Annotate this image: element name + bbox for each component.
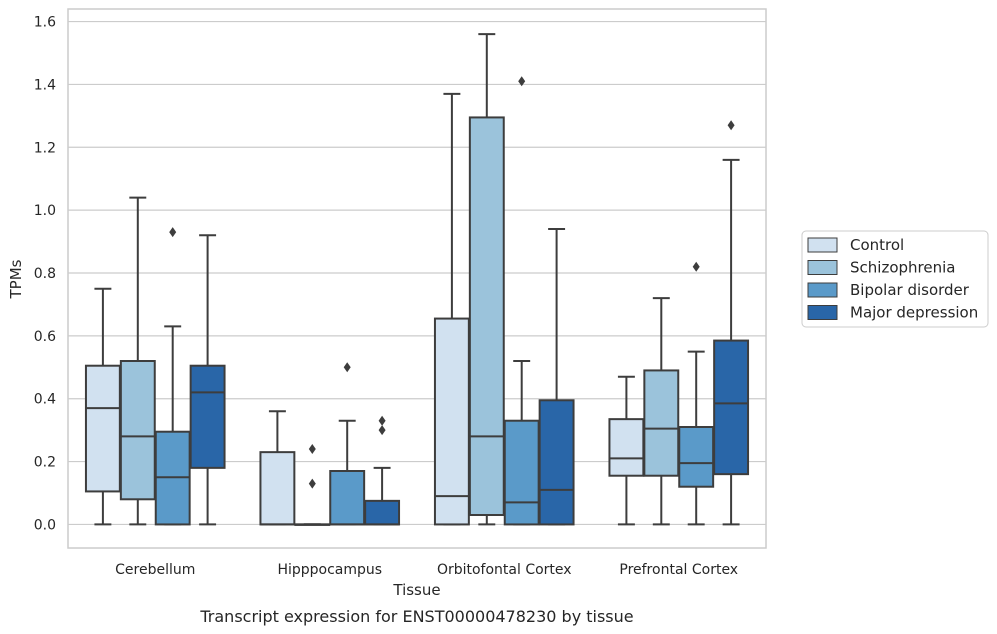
outlier-point [727, 120, 735, 131]
y-tick-label: 0.8 [34, 266, 56, 282]
plot-area-frame [67, 8, 767, 549]
box [643, 369, 680, 477]
legend-label: Schizophrenia [850, 259, 955, 277]
x-axis-title: Tissue [392, 581, 440, 599]
y-tick-label: 1.6 [34, 15, 56, 31]
box-group [608, 375, 645, 526]
legend-label: Major depression [850, 304, 978, 322]
y-axis-ticks: 0.0 0.2 0.4 0.6 0.8 1.0 1.2 1.4 1.6 [34, 15, 56, 534]
y-tick-label: 1.2 [34, 140, 56, 156]
legend-swatch [807, 305, 838, 320]
y-tick-label: 0.6 [34, 329, 56, 345]
box-group [503, 76, 540, 526]
box [259, 451, 296, 526]
outlier-point [308, 478, 316, 489]
box-group [259, 410, 296, 526]
legend: Control Schizophrenia Bipolar disorder Majo… [801, 230, 989, 328]
box-group [154, 227, 191, 526]
box-group [433, 92, 470, 526]
box [678, 426, 715, 488]
y-tick-label: 0.4 [34, 392, 56, 408]
y-axis-title: TPMs [7, 259, 25, 299]
box-group [538, 228, 575, 526]
box-group [119, 196, 156, 526]
outlier-point [308, 444, 316, 454]
box [503, 419, 540, 526]
legend-swatch [807, 237, 838, 253]
box [329, 470, 366, 526]
box [713, 339, 750, 476]
box-group [678, 261, 715, 526]
box-group [189, 234, 226, 526]
box [608, 418, 645, 477]
outlier-point [378, 415, 386, 426]
x-axis-ticks: Cerebellum Hipppocampus Orbitofontal Corte… [115, 562, 738, 578]
box-group [294, 444, 331, 526]
y-tick-label: 1.4 [34, 77, 56, 93]
box-group [364, 415, 401, 526]
box [538, 399, 575, 526]
outlier-point [518, 76, 526, 87]
outlier-point [692, 261, 700, 272]
outlier-point [343, 362, 351, 373]
box [119, 360, 156, 501]
legend-swatch [807, 282, 838, 298]
figure-caption: Transcript expression for ENST0000047823… [199, 607, 633, 626]
legend-label: Bipolar disorder [850, 281, 970, 299]
box [468, 116, 505, 517]
box [433, 317, 470, 526]
box-group [713, 120, 750, 526]
boxes [84, 33, 750, 526]
x-tick-label: Prefrontal Cortex [619, 562, 738, 578]
outlier-point [378, 425, 386, 436]
x-tick-label: Orbitofontal Cortex [437, 562, 572, 578]
legend-label: Control [850, 236, 904, 254]
box [84, 364, 121, 493]
outlier-point [169, 227, 177, 238]
box-group [468, 33, 505, 526]
x-tick-label: Hipppocampus [277, 562, 382, 578]
box-group [329, 362, 366, 526]
legend-swatch [807, 260, 838, 275]
box-group [643, 297, 680, 526]
y-tick-label: 0.0 [34, 517, 56, 533]
legend-frame [801, 230, 989, 328]
y-tick-label: 1.0 [34, 203, 56, 219]
box [189, 364, 226, 469]
box-group [84, 287, 121, 526]
box [364, 499, 401, 526]
x-tick-label: Cerebellum [115, 562, 195, 578]
y-tick-label: 0.2 [34, 455, 56, 471]
